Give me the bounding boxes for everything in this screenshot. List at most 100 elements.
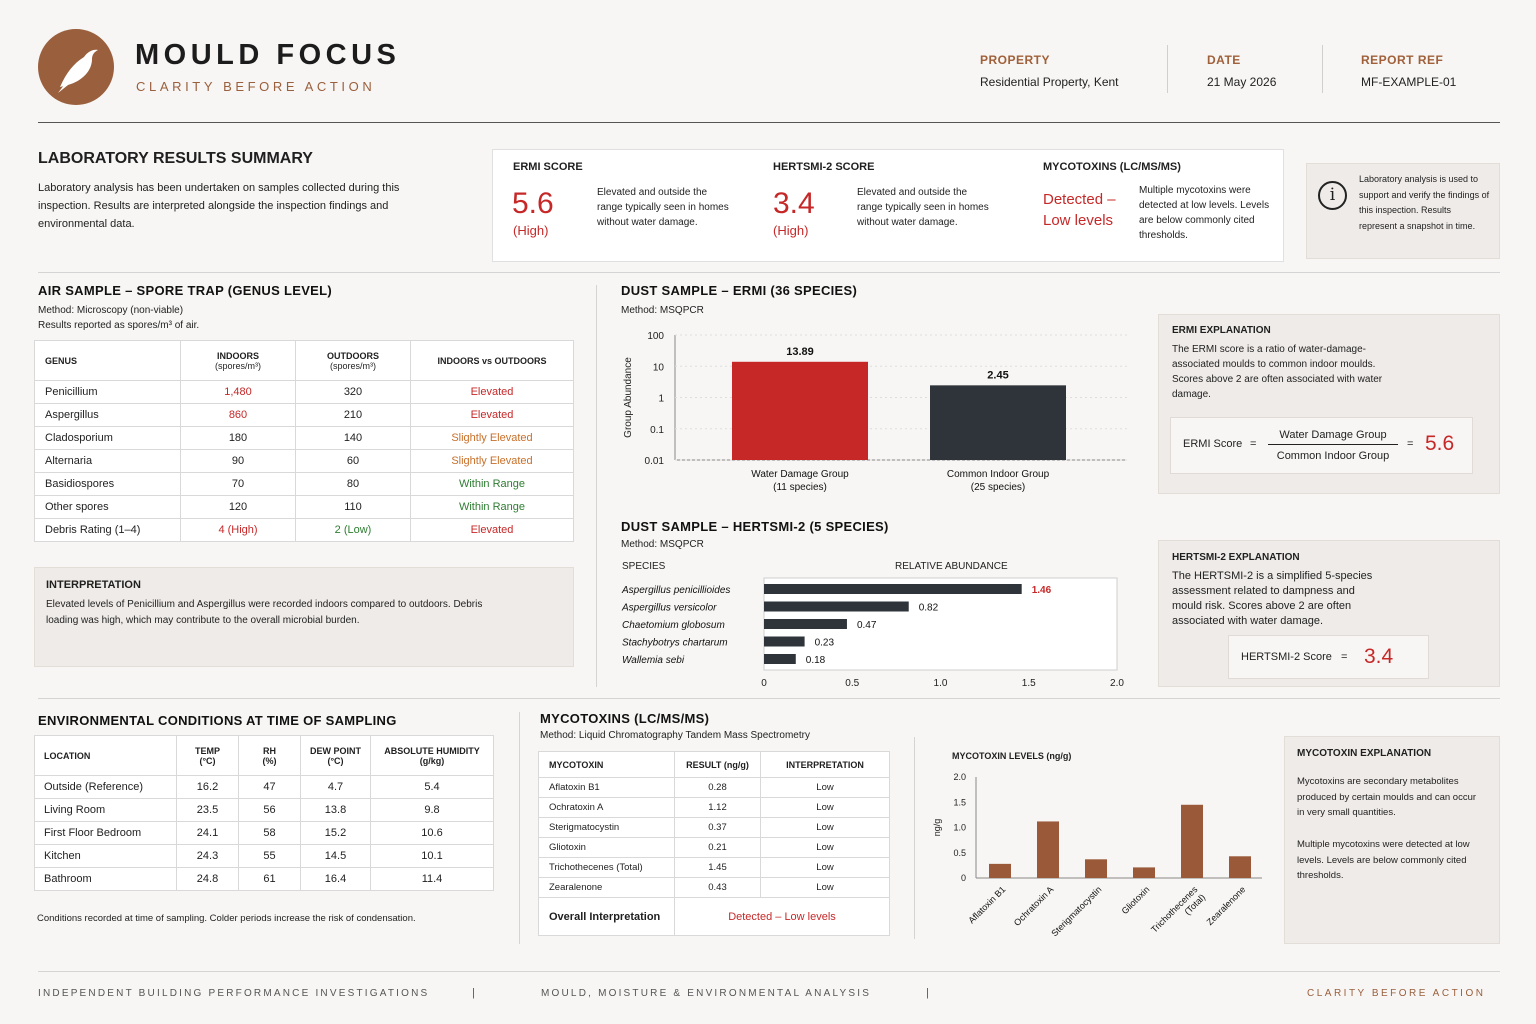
ermi-score-level: (High) xyxy=(513,223,549,238)
y-tick-label: 0.5 xyxy=(953,848,966,858)
header-divider xyxy=(1322,45,1323,93)
myco-table: MYCOTOXIN RESULT (ng/g) INTERPRETATION A… xyxy=(538,751,890,936)
ermi-formula-label: ERMI Score xyxy=(1183,438,1243,450)
air-title: AIR SAMPLE – SPORE TRAP (GENUS LEVEL) xyxy=(38,283,333,298)
myco-method: Method: Liquid Chromatography Tandem Mas… xyxy=(540,730,810,741)
rh-cell: 61 xyxy=(238,867,301,891)
interpretation-box xyxy=(34,567,574,667)
genus-cell: Cladosporium xyxy=(34,426,181,450)
env-table: LOCATION TEMP (°C) RH (%) DEW POINT (°C) AB… xyxy=(34,735,494,891)
bar xyxy=(1181,804,1203,878)
table-row: Gliotoxin 0.21 Low xyxy=(538,837,890,858)
outdoors-cell: 2 (Low) xyxy=(295,518,411,542)
y-tick-label: Stachybotrys chartarum xyxy=(622,638,728,649)
hertsmi-score-result: 3.4 xyxy=(1364,645,1394,668)
col-comparison: INDOORS vs OUTDOORS xyxy=(410,340,574,381)
x-tick-label-line: Sterigmatocystin xyxy=(1049,884,1103,938)
data-label: 0.82 xyxy=(919,603,939,614)
interpretation-title: INTERPRETATION xyxy=(46,579,141,591)
y-axis-label: Group Abundance xyxy=(623,357,634,438)
location-cell: Living Room xyxy=(34,798,177,822)
hertsmi-explanation-title: HERTSMI-2 EXPLANATION xyxy=(1172,552,1300,563)
y-tick-label: 0.1 xyxy=(650,425,664,436)
genus-cell: Aspergillus xyxy=(34,403,181,427)
col-outdoors: OUTDOORS (spores/m³) xyxy=(295,340,411,381)
y-tick-label: 100 xyxy=(647,331,664,342)
x-tick-label: Aflatoxin B1 xyxy=(966,884,1007,925)
info-text: Laboratory analysis is used to support a… xyxy=(1359,174,1490,231)
temp-cell: 24.1 xyxy=(176,821,239,845)
table-row: Zearalenone 0.43 Low xyxy=(538,877,890,898)
table-row: Kitchen 24.3 55 14.5 10.1 xyxy=(34,844,494,868)
x-tick-label: 0.5 xyxy=(845,678,859,689)
outdoors-cell: 60 xyxy=(295,449,411,473)
table-row: Alternaria 90 60 Slightly Elevated xyxy=(34,449,574,473)
x-tick-label: Trichothecenes(Total) xyxy=(1149,884,1207,942)
y-tick-label: 2.0 xyxy=(953,772,966,782)
property-label: PROPERTY xyxy=(980,53,1051,67)
result-cell: 1.12 xyxy=(674,797,761,818)
footer-mid: MOULD, MOISTURE & ENVIRONMENTAL ANALYSIS xyxy=(541,988,872,999)
bar xyxy=(989,863,1011,878)
x-tick-label: 1.0 xyxy=(934,678,948,689)
col-ah-label: ABSOLUTE HUMIDITY xyxy=(384,745,480,756)
col-outdoors-label: OUTDOORS xyxy=(326,350,379,361)
hertsmi-explanation-text: The HERTSMI-2 is a simplified 5-species … xyxy=(1172,570,1373,627)
myco-explanation-box xyxy=(1284,736,1500,944)
indoors-cell: 120 xyxy=(180,495,296,519)
result-cell: 0.28 xyxy=(674,777,761,798)
col-temp: TEMP (°C) xyxy=(176,735,239,776)
brand-name: MOULD FOCUS xyxy=(135,39,401,71)
y-tick-label: Aspergillus penicillioides xyxy=(621,585,730,596)
hertsmi-score-label: HERTSMI-2 SCORE xyxy=(773,161,875,173)
interp-cell: Low xyxy=(760,837,890,858)
status-cell: Within Range xyxy=(410,495,574,519)
dewpoint-cell: 13.8 xyxy=(300,798,371,822)
table-row: Other spores 120 110 Within Range xyxy=(34,495,574,519)
bird-logo-icon xyxy=(58,49,98,93)
data-label: 2.45 xyxy=(987,369,1008,381)
outdoors-cell: 80 xyxy=(295,472,411,496)
temp-cell: 24.3 xyxy=(176,844,239,868)
y-axis-label: ng/g xyxy=(932,819,942,837)
y-tick-label: 1.0 xyxy=(953,823,966,833)
x-tick-label: Sterigmatocystin xyxy=(1049,884,1103,938)
bar xyxy=(764,601,909,612)
table-row: Aspergillus 860 210 Elevated xyxy=(34,403,574,427)
mycotoxin-cell: Zearalenone xyxy=(538,877,675,898)
temp-cell: 23.5 xyxy=(176,798,239,822)
myco-explanation-title: MYCOTOXIN EXPLANATION xyxy=(1297,748,1432,759)
bar xyxy=(764,636,805,647)
genus-cell: Alternaria xyxy=(34,449,181,473)
table-row: Bathroom 24.8 61 16.4 11.4 xyxy=(34,867,494,891)
rh-cell: 55 xyxy=(238,844,301,868)
y-tick-label: 1 xyxy=(658,394,664,405)
col-dewpoint: DEW POINT (°C) xyxy=(300,735,371,776)
status-cell: Elevated xyxy=(410,403,574,427)
hertsmi-title: DUST SAMPLE – HERTSMI-2 (5 SPECIES) xyxy=(621,519,889,534)
footer-rule xyxy=(38,971,1500,972)
col-genus: GENUS xyxy=(34,340,181,381)
footer-sep: | xyxy=(472,987,475,999)
table-row: Penicillium 1,480 320 Elevated xyxy=(34,380,574,404)
summary-text: Laboratory analysis has been undertaken … xyxy=(38,182,400,230)
hertsmi-score-eq: = xyxy=(1341,651,1348,663)
rh-cell: 56 xyxy=(238,798,301,822)
property-value: Residential Property, Kent xyxy=(980,75,1119,89)
col-dewpoint-unit: (°C) xyxy=(327,755,344,766)
x-tick-label-line: Aflatoxin B1 xyxy=(966,884,1007,925)
myco-chart-title: MYCOTOXIN LEVELS (ng/g) xyxy=(952,751,1072,761)
y-tick-label: 10 xyxy=(653,362,665,373)
mycotoxin-score-value: Detected – Low levels xyxy=(1043,191,1116,229)
ermi-formula-num: Water Damage Group xyxy=(1279,429,1387,441)
col-ah-unit: (g/kg) xyxy=(419,755,445,766)
myco-explanation-text-2: Multiple mycotoxins were detected at low… xyxy=(1297,839,1470,881)
brand-tagline: CLARITY BEFORE ACTION xyxy=(136,79,376,94)
ermi-formula-box xyxy=(1170,417,1473,474)
outdoors-cell: 210 xyxy=(295,403,411,427)
genus-cell: Penicillium xyxy=(34,380,181,404)
hertsmi-score-label: HERTSMI-2 Score xyxy=(1241,651,1332,663)
myco-title: MYCOTOXINS (LC/MS/MS) xyxy=(540,711,710,726)
ermi-title: DUST SAMPLE – ERMI (36 SPECIES) xyxy=(621,283,858,298)
location-cell: First Floor Bedroom xyxy=(34,821,177,845)
